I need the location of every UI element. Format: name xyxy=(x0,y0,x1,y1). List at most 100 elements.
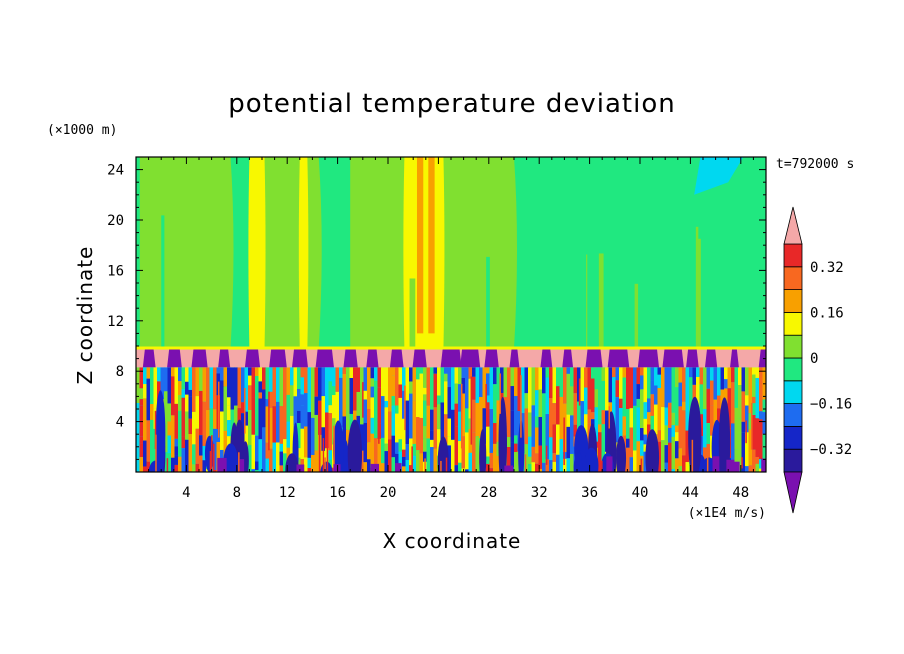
plume xyxy=(668,442,671,472)
plume xyxy=(520,375,522,438)
turbulent-cell xyxy=(139,399,144,406)
turbulent-cell xyxy=(643,418,648,435)
turbulent-cell xyxy=(741,421,746,433)
plume xyxy=(499,373,501,414)
turbulent-cell xyxy=(591,412,596,420)
turbulent-cell xyxy=(447,436,452,446)
turbulent-cell xyxy=(391,435,396,458)
turbulent-cell xyxy=(388,411,393,440)
colorbar-segment xyxy=(783,448,803,473)
turbulent-cell xyxy=(188,367,193,390)
turbulent-cell xyxy=(524,444,529,466)
turbulent-cell xyxy=(328,367,333,382)
turbulent-cell xyxy=(461,367,466,378)
plume xyxy=(285,453,299,472)
colorbar-tick-label: 0 xyxy=(810,351,818,367)
plume xyxy=(761,458,766,472)
turbulent-cell xyxy=(755,377,760,419)
turbulent-cell xyxy=(199,435,204,456)
turbulent-cell xyxy=(465,408,470,433)
turbulent-cell xyxy=(514,367,519,397)
colorbar-segment xyxy=(783,380,803,404)
turbulent-cell xyxy=(640,440,645,456)
turbulent-cell xyxy=(542,462,547,472)
turbulent-cell xyxy=(629,427,634,458)
turbulent-cell xyxy=(538,468,543,472)
turbulent-cell xyxy=(671,469,676,472)
turbulent-cell xyxy=(612,367,617,378)
turbulent-cell xyxy=(384,367,389,402)
turbulent-cell xyxy=(342,416,347,461)
turbulent-cell xyxy=(174,464,179,472)
turbulent-cell xyxy=(619,408,624,446)
turbulent-cell xyxy=(272,406,277,443)
plume xyxy=(578,378,581,406)
inversion-blob xyxy=(730,349,739,368)
plume xyxy=(460,383,463,449)
turbulent-cell xyxy=(384,401,389,408)
turbulent-cell xyxy=(374,438,379,467)
turbulent-cell xyxy=(633,405,638,451)
colorbar-segment xyxy=(783,334,803,359)
turbulent-cell xyxy=(402,412,407,419)
turbulent-cell xyxy=(276,401,281,443)
turbulent-cell xyxy=(321,396,326,428)
plume xyxy=(204,435,215,472)
turbulent-cell xyxy=(531,367,536,406)
turbulent-cell xyxy=(472,432,477,472)
turbulent-cell xyxy=(647,398,652,413)
turbulent-cell xyxy=(440,402,445,443)
turbulent-cell xyxy=(367,442,372,460)
turbulent-cell xyxy=(395,367,400,406)
turbulent-cell xyxy=(251,397,256,435)
y-axis-label: Z coordinate xyxy=(73,246,97,385)
inversion-blob xyxy=(509,349,520,368)
turbulent-cell xyxy=(402,449,407,457)
turbulent-cell xyxy=(689,367,694,378)
turbulent-cell xyxy=(622,377,627,417)
turbulent-cell xyxy=(458,441,463,463)
turbulent-cell xyxy=(682,455,687,469)
turbulent-cell xyxy=(405,444,410,460)
turbulent-cell xyxy=(279,465,284,472)
turbulent-cell xyxy=(370,386,375,398)
inversion-blob xyxy=(758,349,766,368)
turbulent-cell xyxy=(192,367,197,412)
turbulent-cell xyxy=(416,417,421,451)
turbulent-cell xyxy=(486,395,491,403)
turbulent-cell xyxy=(657,388,662,431)
turbulent-cell xyxy=(227,367,232,398)
upper-layer-band xyxy=(428,157,435,334)
turbulent-cell xyxy=(178,367,183,382)
turbulent-cell xyxy=(167,453,172,472)
turbulent-cell xyxy=(542,393,547,419)
turbulent-cell xyxy=(563,452,568,459)
turbulent-cell xyxy=(486,367,491,374)
turbulent-cell xyxy=(745,466,750,472)
turbulent-cell xyxy=(398,384,403,398)
turbulent-cell xyxy=(556,367,561,387)
turbulent-cell xyxy=(465,432,470,470)
turbulent-cell xyxy=(706,388,711,424)
turbulent-cell xyxy=(524,393,529,409)
turbulent-cell xyxy=(727,367,732,389)
turbulent-cell xyxy=(314,414,319,451)
turbulent-cell xyxy=(216,441,221,472)
turbulent-cell xyxy=(419,453,424,472)
turbulent-cell xyxy=(237,367,242,409)
turbulent-cell xyxy=(381,463,386,472)
turbulent-cell xyxy=(430,447,435,472)
turbulent-cell xyxy=(664,445,669,463)
plume xyxy=(362,382,364,418)
turbulent-cell xyxy=(146,378,151,421)
turbulent-cell xyxy=(510,367,515,387)
turbulent-cell xyxy=(703,367,708,409)
turbulent-cell xyxy=(489,468,494,472)
inversion-blob xyxy=(440,349,462,368)
upper-layer-band xyxy=(409,278,416,349)
turbulent-cell xyxy=(629,367,634,409)
turbulent-cell xyxy=(300,367,305,378)
turbulent-cell xyxy=(255,435,260,462)
y-tick-label: 4 xyxy=(116,415,124,431)
